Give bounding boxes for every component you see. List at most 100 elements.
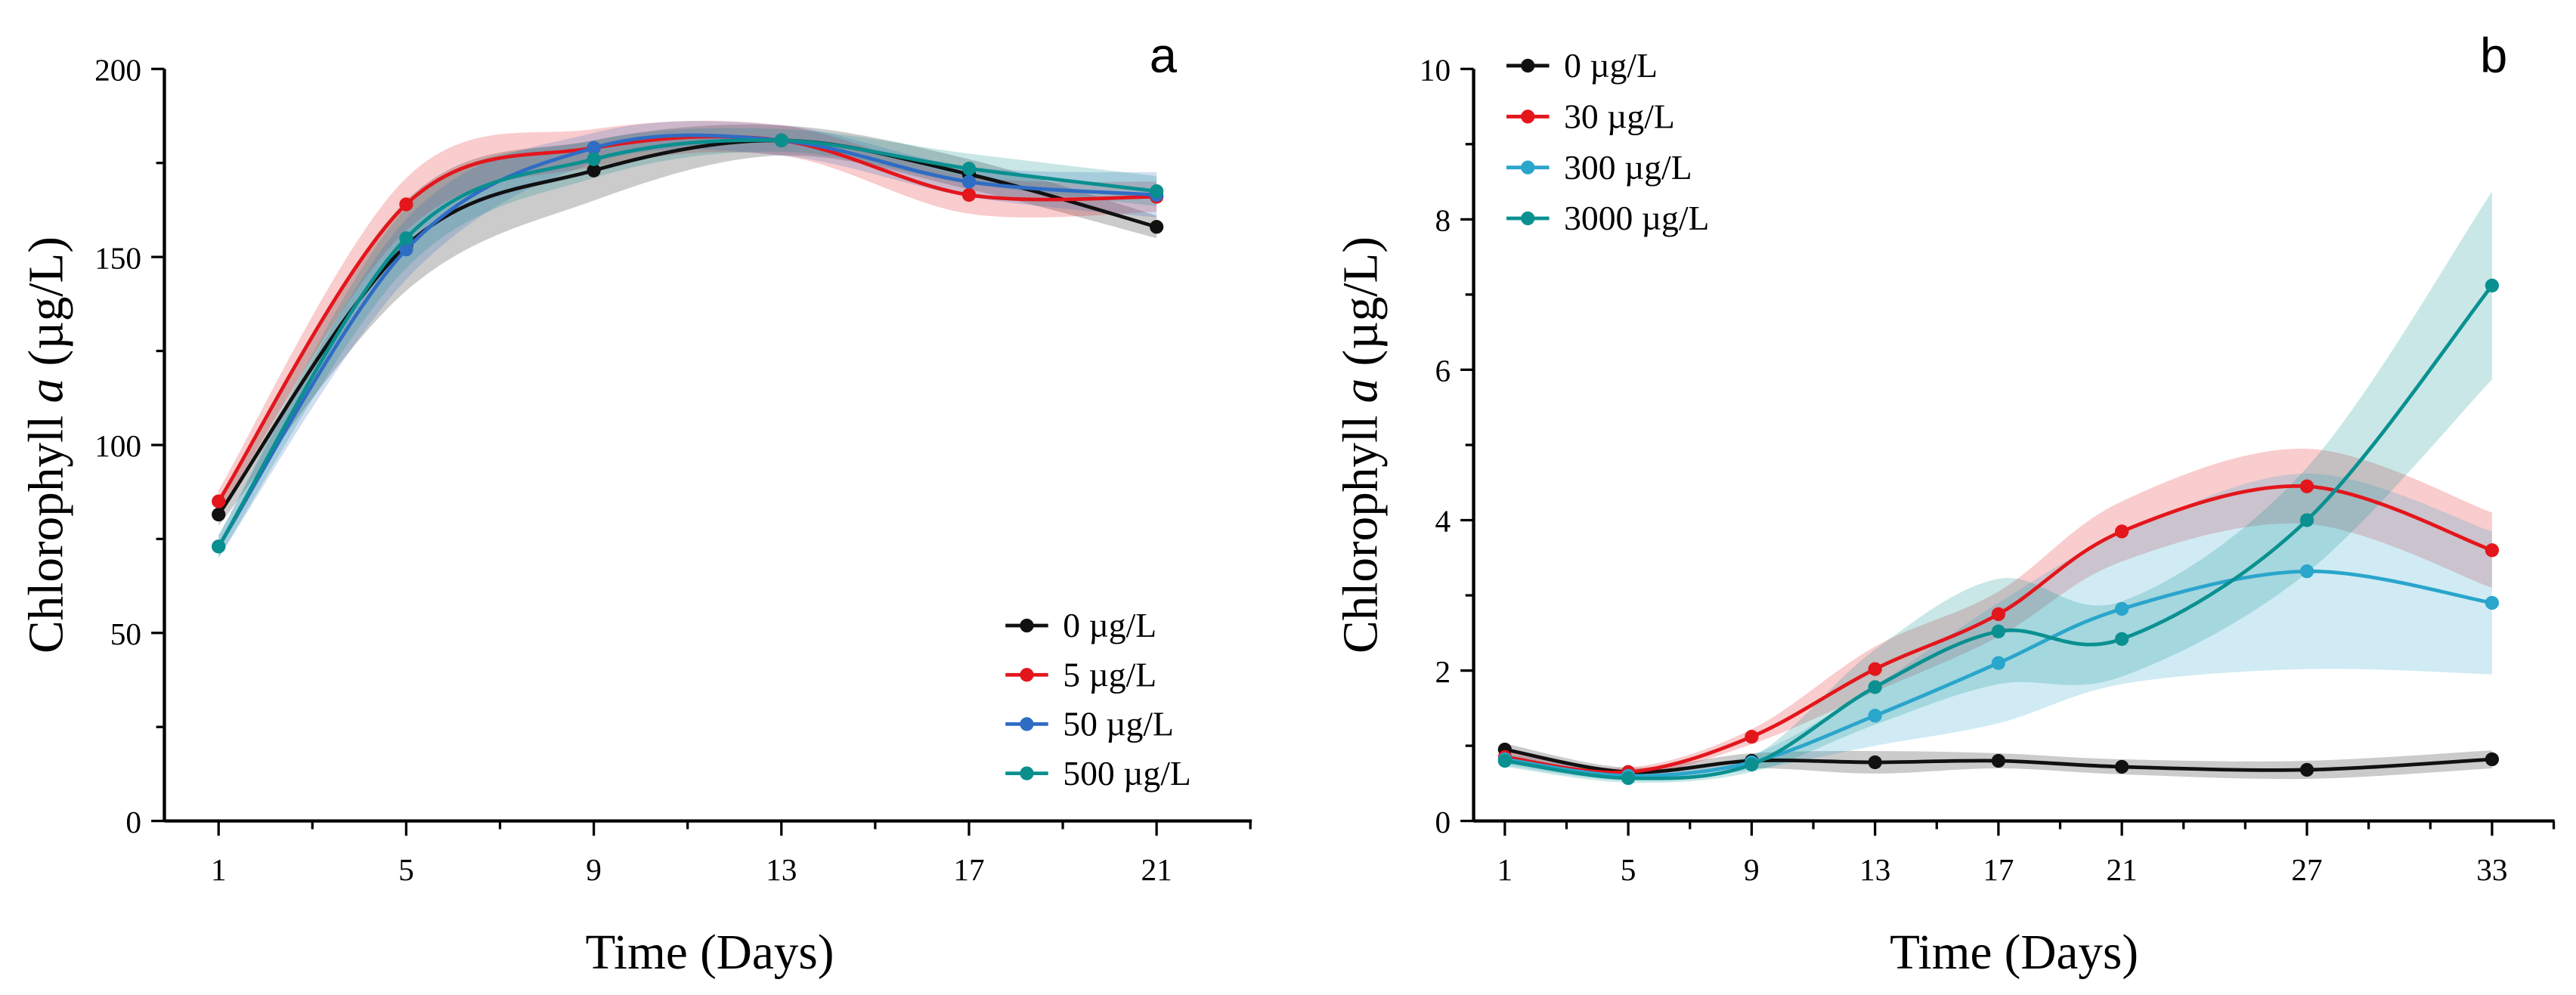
y-tick-label: 4: [1435, 504, 1451, 539]
legend-marker: [1020, 717, 1034, 731]
data-point: [212, 539, 226, 554]
x-tick-label: 13: [766, 852, 797, 887]
data-point: [399, 243, 413, 257]
data-point: [961, 175, 977, 189]
legend-label: 500 µg/L: [1063, 754, 1191, 793]
y-tick-label: 150: [94, 240, 141, 275]
x-tick-label: 1: [211, 852, 227, 887]
data-point: [212, 494, 226, 508]
y-tick-label: 8: [1435, 203, 1451, 238]
legend-label: 3000 µg/L: [1564, 199, 1709, 237]
data-point: [2485, 752, 2500, 767]
x-axis-label: Time (Days): [586, 925, 834, 980]
data-point: [1868, 662, 1882, 676]
legend-label: 50 µg/L: [1063, 705, 1174, 743]
data-point: [212, 507, 226, 522]
data-point: [1497, 753, 1512, 768]
data-point: [1991, 624, 2006, 638]
legend-label: 0 µg/L: [1564, 46, 1658, 85]
legend-label: 30 µg/L: [1564, 97, 1675, 136]
y-axis-label-italic: a: [1333, 379, 1388, 403]
y-axis-label-prefix: Chlorophyll: [1333, 403, 1388, 653]
data-point: [399, 231, 413, 246]
data-point: [2115, 601, 2129, 616]
series-line-1: [217, 134, 1157, 502]
data-point: [2299, 479, 2314, 493]
data-point: [2485, 543, 2500, 558]
data-point: [2485, 595, 2500, 610]
legend-label: 5 µg/L: [1063, 655, 1156, 694]
x-tick-label: 5: [1621, 852, 1636, 887]
series-line-3: [1504, 284, 2494, 780]
legend-marker: [1020, 766, 1034, 780]
data-point: [2115, 632, 2129, 646]
y-tick-label: 2: [1435, 654, 1451, 689]
legend: 0 µg/L 30 µg/L 300 µg/L 3000 µg/L: [1506, 46, 1709, 237]
legend-marker: [1020, 618, 1034, 633]
data-point: [1991, 753, 2006, 768]
data-point: [1991, 607, 2006, 622]
y-tick-label: 0: [125, 805, 141, 839]
data-point: [1868, 680, 1882, 694]
panel-b: 1 5 9 13 17 21 27 33 0 2 4 6 8 10 Time (Days) Chlorophy…: [1333, 28, 2556, 980]
y-tick-label: 10: [1420, 52, 1451, 87]
x-tick-label: 5: [398, 852, 414, 887]
data-point: [1745, 757, 1759, 772]
data-point: [961, 187, 977, 202]
legend-label: 300 µg/L: [1564, 148, 1692, 187]
x-tick-label: 9: [1744, 852, 1760, 887]
y-tick-label: 0: [1435, 805, 1451, 839]
data-point: [2115, 759, 2129, 774]
legend-label: 0 µg/L: [1063, 606, 1156, 644]
y-axis-label: Chlorophyll a (µg/L): [1333, 236, 1388, 654]
data-point: [587, 141, 601, 155]
series-line-3: [217, 138, 1157, 548]
data-point: [774, 133, 788, 147]
y-tick-label: 200: [94, 52, 141, 87]
data-point: [587, 152, 601, 166]
x-tick-label: 21: [2107, 852, 2138, 887]
data-point: [1745, 730, 1759, 744]
x-tick-label: 9: [586, 852, 602, 887]
y-axis-label: Chlorophyll a (µg/L): [20, 236, 74, 654]
legend-marker: [1521, 110, 1535, 124]
error-band-0: [218, 124, 1157, 526]
panel-label: a: [1150, 28, 1178, 83]
data-point: [2485, 278, 2500, 293]
y-tick-label: 100: [94, 428, 141, 463]
x-tick-label: 17: [1983, 852, 2014, 887]
data-point: [399, 197, 413, 212]
y-tick-label: 50: [110, 616, 141, 651]
data-point: [2299, 513, 2314, 527]
y-axis-label-suffix: (µg/L): [1333, 236, 1388, 379]
x-tick-label: 13: [1859, 852, 1890, 887]
data-point: [2299, 762, 2314, 777]
y-tick-label: 6: [1435, 354, 1451, 388]
y-axis-label-prefix: Chlorophyll: [20, 403, 74, 653]
x-tick-label: 21: [1141, 852, 1172, 887]
panel-a: 1 5 9 13 17 21 0 50 100 150 200 Time (Days) Chloroph…: [20, 28, 1252, 980]
x-tick-label: 33: [2476, 852, 2507, 887]
data-point: [1991, 656, 2006, 670]
panel-label: b: [2480, 28, 2507, 83]
x-tick-label: 17: [953, 852, 984, 887]
data-point: [1621, 771, 1636, 786]
y-axis-label-suffix: (µg/L): [20, 236, 74, 379]
error-band-2: [218, 121, 1157, 558]
data-point: [587, 163, 601, 178]
x-axis-label: Time (Days): [1890, 925, 2138, 980]
x-tick-label: 27: [2291, 852, 2322, 887]
data-point: [1868, 755, 1882, 770]
x-tick-label: 1: [1497, 852, 1513, 887]
data-point: [961, 162, 977, 176]
legend-marker: [1521, 58, 1535, 73]
y-axis-label-italic: a: [20, 379, 74, 403]
legend-marker: [1521, 160, 1535, 175]
data-point: [1150, 184, 1164, 199]
data-point: [1868, 709, 1882, 723]
legend: 0 µg/L 5 µg/L 50 µg/L 500 µg/L: [1005, 606, 1191, 793]
data-point: [1150, 220, 1164, 234]
data-point: [2115, 524, 2129, 539]
legend-marker: [1020, 668, 1034, 682]
legend-marker: [1521, 211, 1535, 226]
